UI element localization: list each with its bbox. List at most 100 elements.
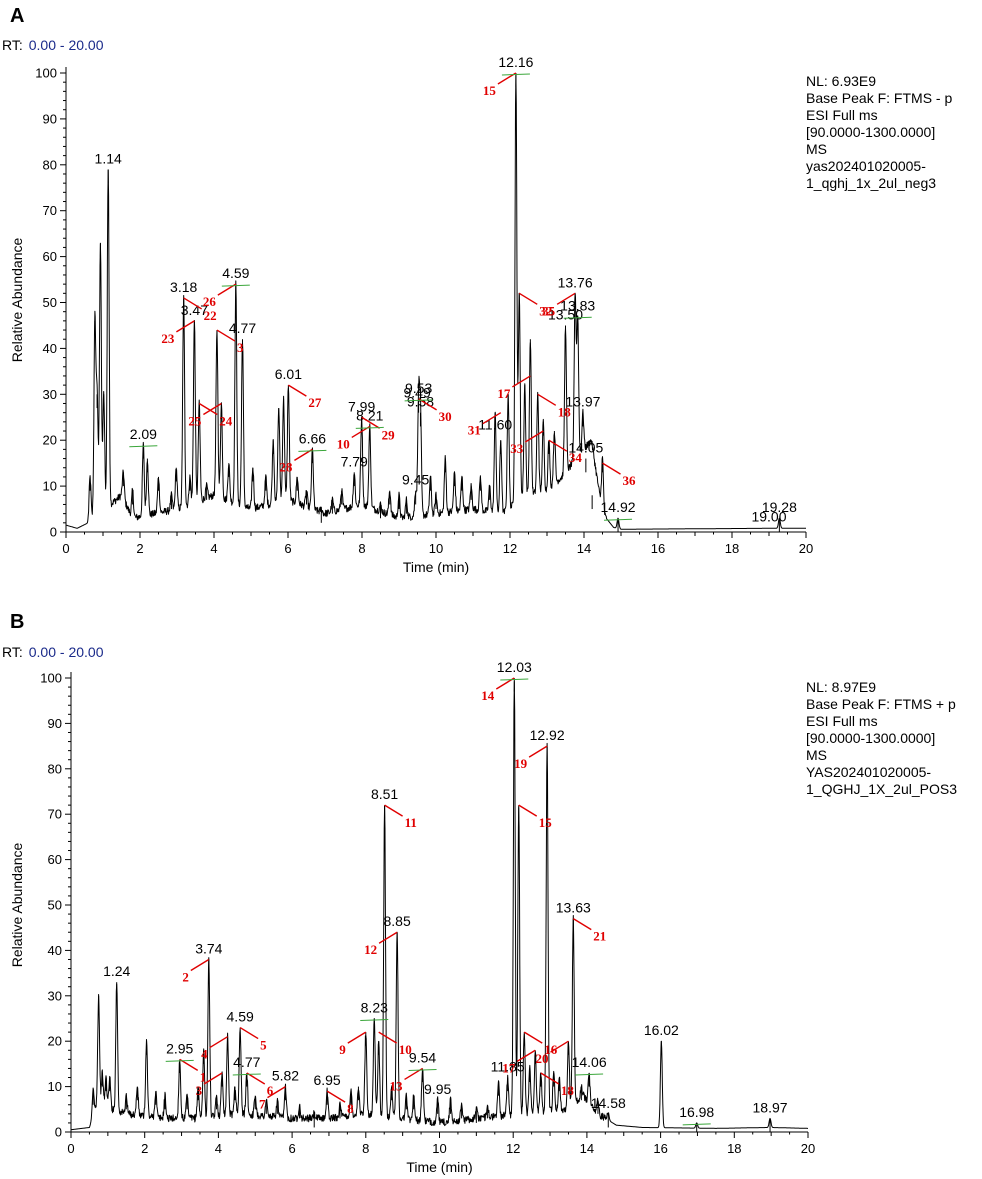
compound-leader	[548, 439, 568, 452]
peak-rt-label: 2.09	[130, 426, 157, 442]
compound-number: 13	[390, 1078, 404, 1093]
y-axis-title: Relative Abundance	[9, 843, 25, 968]
compound-leader	[176, 320, 195, 333]
peak-rt-label: 14.92	[601, 499, 636, 515]
compound-leader	[524, 430, 544, 443]
compound-number: 5	[260, 1038, 267, 1053]
compound-leader	[540, 1072, 560, 1085]
compound-number: 36	[623, 473, 637, 488]
peak-rt-label: 16.02	[644, 1022, 679, 1038]
peak-rt-label: 13.50	[548, 306, 583, 322]
y-tick-label: 90	[43, 111, 57, 126]
compound-leader	[326, 1090, 346, 1103]
info-line: Base Peak F: FTMS - p	[806, 90, 952, 106]
compound-leader	[516, 1049, 536, 1062]
x-tick-label: 6	[288, 1141, 295, 1156]
compound-number: 15	[539, 815, 553, 830]
compound-leader	[209, 1036, 228, 1049]
x-tick-label: 0	[62, 541, 69, 556]
peak-rt-label: 6.66	[299, 430, 326, 446]
x-tick-label: 12	[506, 1141, 520, 1156]
x-tick-label: 10	[429, 541, 443, 556]
compound-number: 6	[267, 1083, 274, 1098]
compound-number: 3	[196, 1083, 203, 1098]
label-connector	[408, 1068, 437, 1071]
peak-rt-label: 4.59	[222, 265, 249, 281]
peak-rt-label: 14.58	[591, 1095, 626, 1111]
info-line: [90.0000-1300.0000]	[806, 730, 935, 746]
y-tick-label: 100	[35, 66, 57, 81]
x-tick-label: 16	[653, 1141, 667, 1156]
compound-leader	[198, 402, 218, 416]
compound-leader	[183, 297, 203, 310]
compound-leader	[528, 745, 548, 758]
peak-rt-label: 18.97	[753, 1099, 788, 1115]
peak-rt-label: 11.85	[491, 1059, 525, 1075]
x-tick-label: 18	[727, 1141, 741, 1156]
rt-range: 0.00 - 20.00	[29, 644, 104, 660]
compound-number: 7	[259, 1097, 266, 1112]
compound-number: 10	[399, 1042, 412, 1057]
y-tick-label: 60	[43, 249, 57, 264]
peak-rt-label: 11.60	[478, 417, 512, 433]
compound-leader	[378, 1031, 398, 1044]
compound-leader	[378, 931, 398, 944]
info-line: MS	[806, 141, 827, 157]
y-tick-label: 0	[50, 525, 57, 540]
label-connector	[682, 1123, 711, 1126]
peak-rt-label: 5.82	[272, 1068, 299, 1084]
label-connector	[232, 1073, 261, 1076]
compound-number: 31	[468, 423, 481, 438]
compound-leader	[239, 1026, 259, 1040]
rt-header: RT: 0.00 - 20.00	[2, 644, 104, 660]
rt-range: 0.00 - 20.00	[29, 37, 104, 53]
compound-number: 29	[382, 427, 396, 442]
compound-number: 10	[337, 436, 350, 451]
compound-number: 14	[481, 688, 495, 703]
compound-leader	[537, 393, 557, 406]
compound-number: 23	[161, 331, 175, 346]
info-line: 1_qghj_1x_2ul_neg3	[806, 175, 936, 191]
y-tick-label: 10	[43, 479, 57, 494]
compound-number: 32	[539, 303, 552, 318]
rt-prefix: RT:	[2, 37, 23, 53]
info-line: Base Peak F: FTMS + p	[806, 696, 956, 712]
compound-number: 21	[593, 929, 606, 944]
chromatogram-trace	[70, 681, 809, 1131]
panel-a: A RT: 0.00 - 20.00 0 10 20 30 40 50 60 70 80 90 100 0 2…	[2, 5, 952, 575]
peak-rt-label: 8.51	[371, 786, 398, 802]
x-tick-label: 14	[580, 1141, 594, 1156]
compound-leader	[518, 292, 538, 305]
x-tick-label: 2	[141, 1141, 148, 1156]
peak-rt-label: 9.54	[409, 1049, 436, 1065]
peak-rt-label: 12.03	[497, 659, 532, 675]
compound-leader	[511, 375, 531, 388]
compound-number: 16	[544, 1042, 558, 1057]
peak-rt-label: 9.45	[402, 472, 429, 488]
x-axis-title: Time (min)	[406, 1159, 472, 1175]
label-connector	[575, 1073, 604, 1076]
label-connector	[298, 449, 327, 452]
info-line: yas202401020005-	[806, 158, 926, 174]
y-tick-label: 80	[43, 157, 57, 172]
compound-leader	[518, 804, 538, 817]
compound-leader	[190, 958, 210, 972]
y-tick-label: 20	[48, 1034, 62, 1049]
label-connector	[500, 678, 529, 681]
peak-rt-label: 12.92	[530, 727, 565, 743]
label-connector	[355, 426, 384, 429]
peak-rt-label: 19.00	[751, 508, 786, 524]
compound-leader	[523, 1031, 543, 1044]
y-tick-label: 70	[43, 203, 57, 218]
peak-rt-label: 4.59	[227, 1009, 254, 1025]
y-tick-label: 0	[55, 1125, 62, 1140]
compound-leader	[288, 384, 307, 397]
label-connector	[360, 1019, 389, 1021]
peak-rt-label: 19.28	[762, 499, 797, 515]
x-tick-label: 8	[358, 541, 365, 556]
peak-rt-label: 8.21	[356, 407, 383, 423]
compound-number: 17	[497, 386, 511, 401]
peak-rt-label: 3.18	[170, 279, 197, 295]
info-line: YAS202401020005-	[806, 764, 931, 780]
compound-number: 8	[347, 1101, 354, 1116]
